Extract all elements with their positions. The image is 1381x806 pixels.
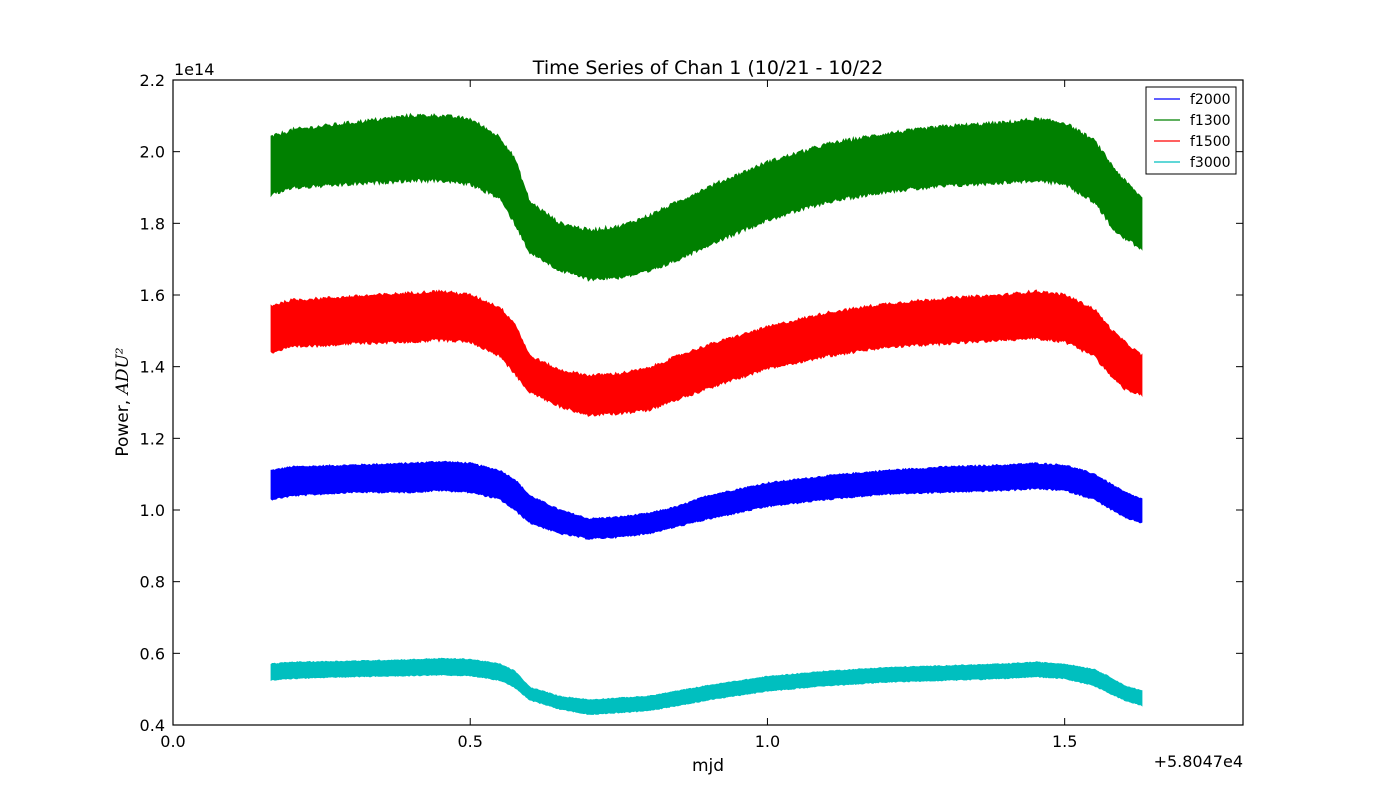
series-f1500 [270, 289, 1143, 417]
y-tick-label: 1.2 [140, 429, 165, 448]
x-tick-label: 1.5 [1052, 732, 1077, 751]
y-tick-label: 1.6 [140, 286, 165, 305]
y-tick-label: 2.2 [140, 71, 165, 90]
y-tick-label: 2.0 [140, 143, 165, 162]
series-f3000 [270, 657, 1143, 716]
legend-label-f1500: f1500 [1190, 134, 1231, 150]
legend: f2000 f1300 f1500 f3000 [1145, 86, 1237, 175]
plot-frame [172, 79, 1244, 726]
y-axis-label: Power, ADU² [113, 347, 133, 456]
x-offset-label: +5.8047e4 [1154, 752, 1243, 771]
chart-title: Time Series of Chan 1 (10/21 - 10/22 [532, 57, 883, 79]
series-layer [270, 112, 1143, 716]
legend-label-f3000: f3000 [1190, 155, 1231, 171]
x-tick-label: 0.0 [160, 732, 185, 751]
y-tick-label: 1.0 [140, 501, 165, 520]
x-tick-label: 1.0 [755, 732, 780, 751]
y-tick-label: 0.6 [140, 644, 165, 663]
legend-label-f1300: f1300 [1190, 113, 1231, 129]
legend-frame [1145, 86, 1237, 175]
y-axis: 0.4 0.6 0.8 1.0 1.2 1.4 1.6 1.8 2.0 2.2 [140, 71, 1243, 735]
series-f1300 [270, 112, 1143, 282]
x-axis-label: mjd [692, 756, 724, 776]
x-tick-label: 0.5 [457, 732, 482, 751]
y-tick-label: 0.4 [140, 716, 165, 735]
y-axis-label-math: ADU² [113, 347, 133, 396]
y-tick-label: 1.4 [140, 358, 165, 377]
y-tick-label: 1.8 [140, 214, 165, 233]
y-scale-label: 1e14 [174, 60, 214, 79]
series-f2000 [270, 460, 1143, 540]
y-tick-label: 0.8 [140, 573, 165, 592]
x-axis: 0.0 0.5 1.0 1.5 [160, 80, 1077, 751]
legend-label-f2000: f2000 [1190, 92, 1231, 108]
y-axis-label-text: Power, [113, 394, 133, 456]
